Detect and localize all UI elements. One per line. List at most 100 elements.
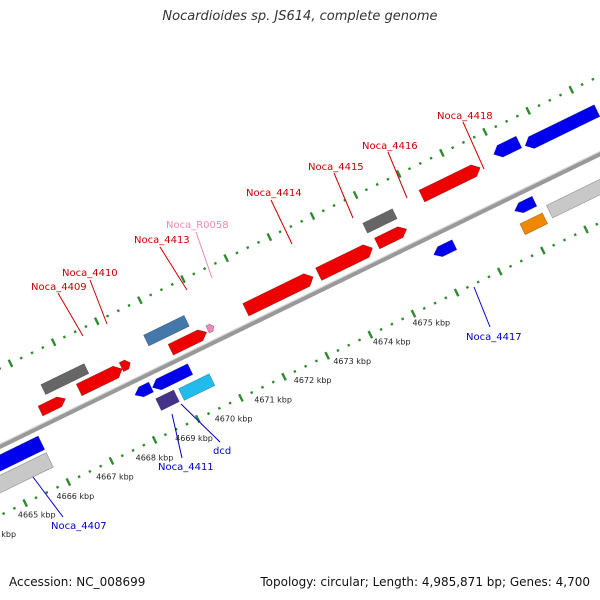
- minor-tick-dot: [364, 188, 368, 192]
- minor-tick-dot: [558, 93, 563, 97]
- gene-forward-3: [118, 359, 131, 373]
- gene-forward-4: [167, 329, 208, 356]
- minor-tick-dot: [336, 348, 340, 353]
- minor-tick-dot: [228, 401, 232, 405]
- minor-tick-dot: [552, 243, 556, 247]
- minor-tick-dot: [84, 324, 88, 329]
- minor-tick-dot: [390, 322, 394, 326]
- major-tick-mark: [540, 246, 546, 255]
- minor-tick-dot: [163, 433, 168, 437]
- minor-tick-dot: [519, 259, 523, 263]
- gene-forward-6: [315, 244, 373, 281]
- minor-tick-dot: [88, 469, 92, 474]
- minor-tick-dot: [131, 448, 135, 453]
- minor-tick-dot: [530, 254, 534, 258]
- minor-tick-dot: [30, 351, 34, 355]
- minor-tick-dot: [407, 167, 412, 171]
- minor-tick-dot: [444, 296, 448, 300]
- minor-tick-dot: [185, 422, 189, 426]
- minor-tick-dot: [515, 114, 519, 118]
- minor-tick-dot: [55, 485, 60, 489]
- gene-label-forward: Noca_4409: [31, 282, 87, 293]
- minor-tick-dot: [278, 230, 282, 234]
- leader-line: [195, 231, 213, 279]
- minor-tick-dot: [300, 219, 304, 223]
- gene-forward-5: [242, 273, 314, 317]
- minor-tick-dot: [508, 264, 513, 268]
- leader-line: [473, 286, 491, 328]
- gene-trna-1: [205, 323, 215, 334]
- tick-label: 4669 kbp: [175, 434, 213, 443]
- major-tick-mark: [238, 393, 244, 402]
- gene-reverse-2: [152, 363, 194, 391]
- minor-tick-dot: [357, 338, 362, 342]
- major-tick-mark: [108, 456, 115, 466]
- genome-title: Nocardioides sp. JS614, complete genome: [162, 9, 438, 24]
- backbone-highlight: [0, 150, 600, 445]
- gene-label-forward: Noca_4415: [308, 162, 364, 173]
- major-tick-mark: [281, 372, 287, 381]
- minor-tick-dot: [149, 293, 153, 297]
- gene-gray-2: [362, 208, 398, 234]
- minor-tick-dot: [562, 238, 567, 242]
- gene-reverse-1: [134, 381, 154, 398]
- leader-line: [159, 246, 188, 291]
- minor-tick-dot: [332, 203, 336, 208]
- major-tick-mark: [367, 330, 374, 339]
- gene-gray-1: [40, 363, 90, 395]
- minor-tick-dot: [418, 161, 422, 166]
- minor-tick-dot: [127, 303, 131, 308]
- accession-text: Accession: NC_008699: [9, 575, 146, 589]
- minor-tick-dot: [429, 156, 433, 160]
- minor-tick-dot: [595, 222, 599, 226]
- minor-tick-dot: [422, 306, 426, 310]
- gene-reverse-far-right-2: [524, 104, 600, 149]
- gene-forward-1: [37, 396, 67, 417]
- major-tick-mark: [137, 296, 143, 305]
- minor-tick-dot: [472, 135, 476, 139]
- major-tick-mark: [266, 232, 273, 242]
- minor-tick-dot: [45, 490, 49, 495]
- minor-tick-dot: [217, 406, 221, 410]
- minor-tick-dot: [321, 209, 325, 213]
- minor-tick-dot: [537, 103, 541, 108]
- gene-label-reverse: Noca_4411: [158, 462, 214, 473]
- major-tick-mark: [65, 477, 72, 487]
- minor-tick-dot: [293, 369, 297, 374]
- minor-tick-dot: [375, 182, 379, 187]
- minor-tick-dot: [379, 327, 383, 332]
- major-tick-mark: [151, 435, 158, 445]
- minor-tick-dot: [461, 140, 466, 145]
- minor-tick-dot: [465, 285, 469, 289]
- minor-tick-dot: [116, 309, 120, 313]
- gene-labels: Noca_4409 Noca_4410 Noca_4413 Noca_R0058 Noc…: [31, 111, 522, 532]
- leader-line: [333, 172, 354, 219]
- tick-label: 4667 kbp: [96, 473, 134, 482]
- tick-label: 4668 kbp: [136, 453, 174, 462]
- genome-backbone: [0, 150, 600, 450]
- minor-tick-dot: [304, 364, 308, 368]
- leader-line: [387, 151, 408, 199]
- minor-tick-dot: [73, 330, 77, 334]
- minor-tick-dot: [314, 359, 318, 363]
- minor-tick-dot: [120, 454, 124, 458]
- gene-forward-2: [75, 365, 123, 397]
- tick-label: 4665 kbp: [18, 511, 56, 520]
- minor-tick-dot: [347, 343, 351, 347]
- tick-label: 4672 kbp: [294, 376, 332, 385]
- minor-tick-dot: [105, 314, 110, 318]
- minor-tick-dot: [260, 385, 265, 389]
- minor-tick-dot: [591, 77, 595, 81]
- gene-label-reverse: Noca_4417: [466, 332, 522, 343]
- gene-label-reverse: dcd: [213, 446, 231, 457]
- major-tick-mark: [50, 338, 57, 347]
- gene-label-forward: Noca_R0058: [166, 220, 229, 231]
- gene-features: [0, 104, 600, 494]
- minor-tick-dot: [142, 443, 146, 447]
- minor-tick-dot: [34, 496, 38, 500]
- major-tick-mark: [482, 127, 488, 136]
- major-tick-mark: [180, 275, 186, 284]
- tick-label: 4673 kbp: [333, 357, 371, 366]
- leader-line: [270, 199, 293, 245]
